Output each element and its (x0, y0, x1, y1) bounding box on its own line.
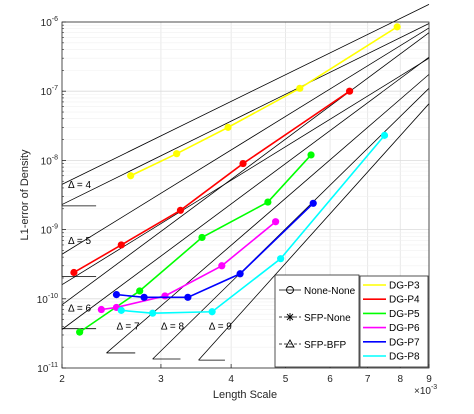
data-point (296, 84, 304, 92)
data-point (239, 159, 247, 168)
x-tick-label: 8 (397, 374, 403, 385)
slope-label: Δ = 9 (209, 322, 233, 333)
series-legend: DG-P3 DG-P4 DG-P5 DG-P6 DG-P7 DG-P8 (359, 275, 429, 368)
data-point (277, 255, 285, 263)
series-legend-label: DG-P4 (389, 295, 420, 306)
data-point (272, 218, 280, 226)
slope-label: Δ = 7 (116, 322, 140, 333)
series-legend-label: DG-P3 (389, 281, 420, 292)
data-point (208, 308, 216, 316)
slope-annotations: Δ = 4 Δ = 5 Δ = 6 Δ = 7 Δ = 8 Δ = 9 (68, 180, 232, 333)
slope-reference-line (61, 27, 430, 255)
y-tick-label: 10-6 (41, 16, 58, 29)
y-tick-label: 10-9 (41, 224, 58, 237)
slope-reference-line (198, 103, 430, 361)
x-axis-label: Length Scale (213, 389, 277, 401)
data-point (307, 151, 315, 159)
data-point (136, 287, 144, 295)
data-point (184, 293, 192, 301)
slope-reference-line (106, 74, 430, 354)
x-tick-label: 9 (426, 374, 432, 385)
slope-reference-line (61, 56, 430, 330)
data-point (393, 23, 401, 31)
y-tick-label: 10-8 (41, 154, 58, 167)
data-point (76, 328, 84, 336)
data-point (345, 87, 354, 95)
x-tick-label: 4 (228, 374, 234, 385)
plot-frame (61, 21, 430, 369)
y-axis-label: L1-error of Density (19, 149, 31, 241)
data-point (112, 290, 121, 299)
series-legend-label: DG-P8 (389, 352, 420, 363)
data-point (97, 305, 105, 314)
marker-legend-label: None-None (304, 286, 356, 297)
x-tick-label: 7 (365, 374, 371, 385)
slope-label: Δ = 8 (161, 322, 185, 333)
circle-marker-icon (286, 286, 294, 294)
series-legend-label: DG-P7 (389, 337, 420, 348)
slope-reference-line (61, 3, 430, 185)
data-point (117, 241, 125, 249)
data-point (176, 206, 185, 214)
y-tick-label: 10-11 (37, 362, 58, 375)
data-series (70, 23, 401, 336)
x-tick-label: 2 (59, 374, 65, 385)
x-tick-label: 6 (327, 374, 333, 385)
data-point (198, 233, 206, 242)
series-legend-label: DG-P6 (389, 323, 420, 334)
marker-legend: None-None SFP-None SFP-BFP (274, 274, 360, 368)
series-legend-frame (359, 275, 429, 368)
series-legend-label: DG-P5 (389, 309, 420, 320)
data-point (309, 199, 317, 207)
x-exponent-label: ×10-3 (414, 384, 437, 397)
data-point (127, 172, 135, 180)
slope-label: Δ = 4 (68, 180, 92, 191)
marker-legend-label: SFP-BFP (304, 340, 347, 351)
data-point (173, 150, 181, 158)
y-tick-label: 10-10 (37, 293, 58, 306)
marker-legend-label: SFP-None (304, 313, 351, 324)
slope-reference-line (61, 32, 430, 306)
slope-reference-line (61, 23, 430, 205)
data-point (161, 292, 169, 300)
triangle-marker-icon (285, 339, 295, 348)
data-point (149, 309, 157, 317)
data-point (218, 262, 226, 270)
data-point (380, 131, 389, 139)
data-point (264, 198, 272, 206)
slope-label: Δ = 6 (68, 304, 92, 315)
data-point (117, 306, 125, 314)
x-tick-label: 3 (158, 374, 164, 385)
data-point (236, 270, 244, 278)
asterisk-marker-icon (286, 313, 294, 321)
slope-label: Δ = 5 (68, 236, 92, 247)
data-point (70, 268, 78, 277)
y-tick-label: 10-7 (41, 85, 58, 98)
x-tick-label: 5 (283, 374, 289, 385)
data-point (224, 123, 232, 131)
data-point (140, 293, 148, 301)
